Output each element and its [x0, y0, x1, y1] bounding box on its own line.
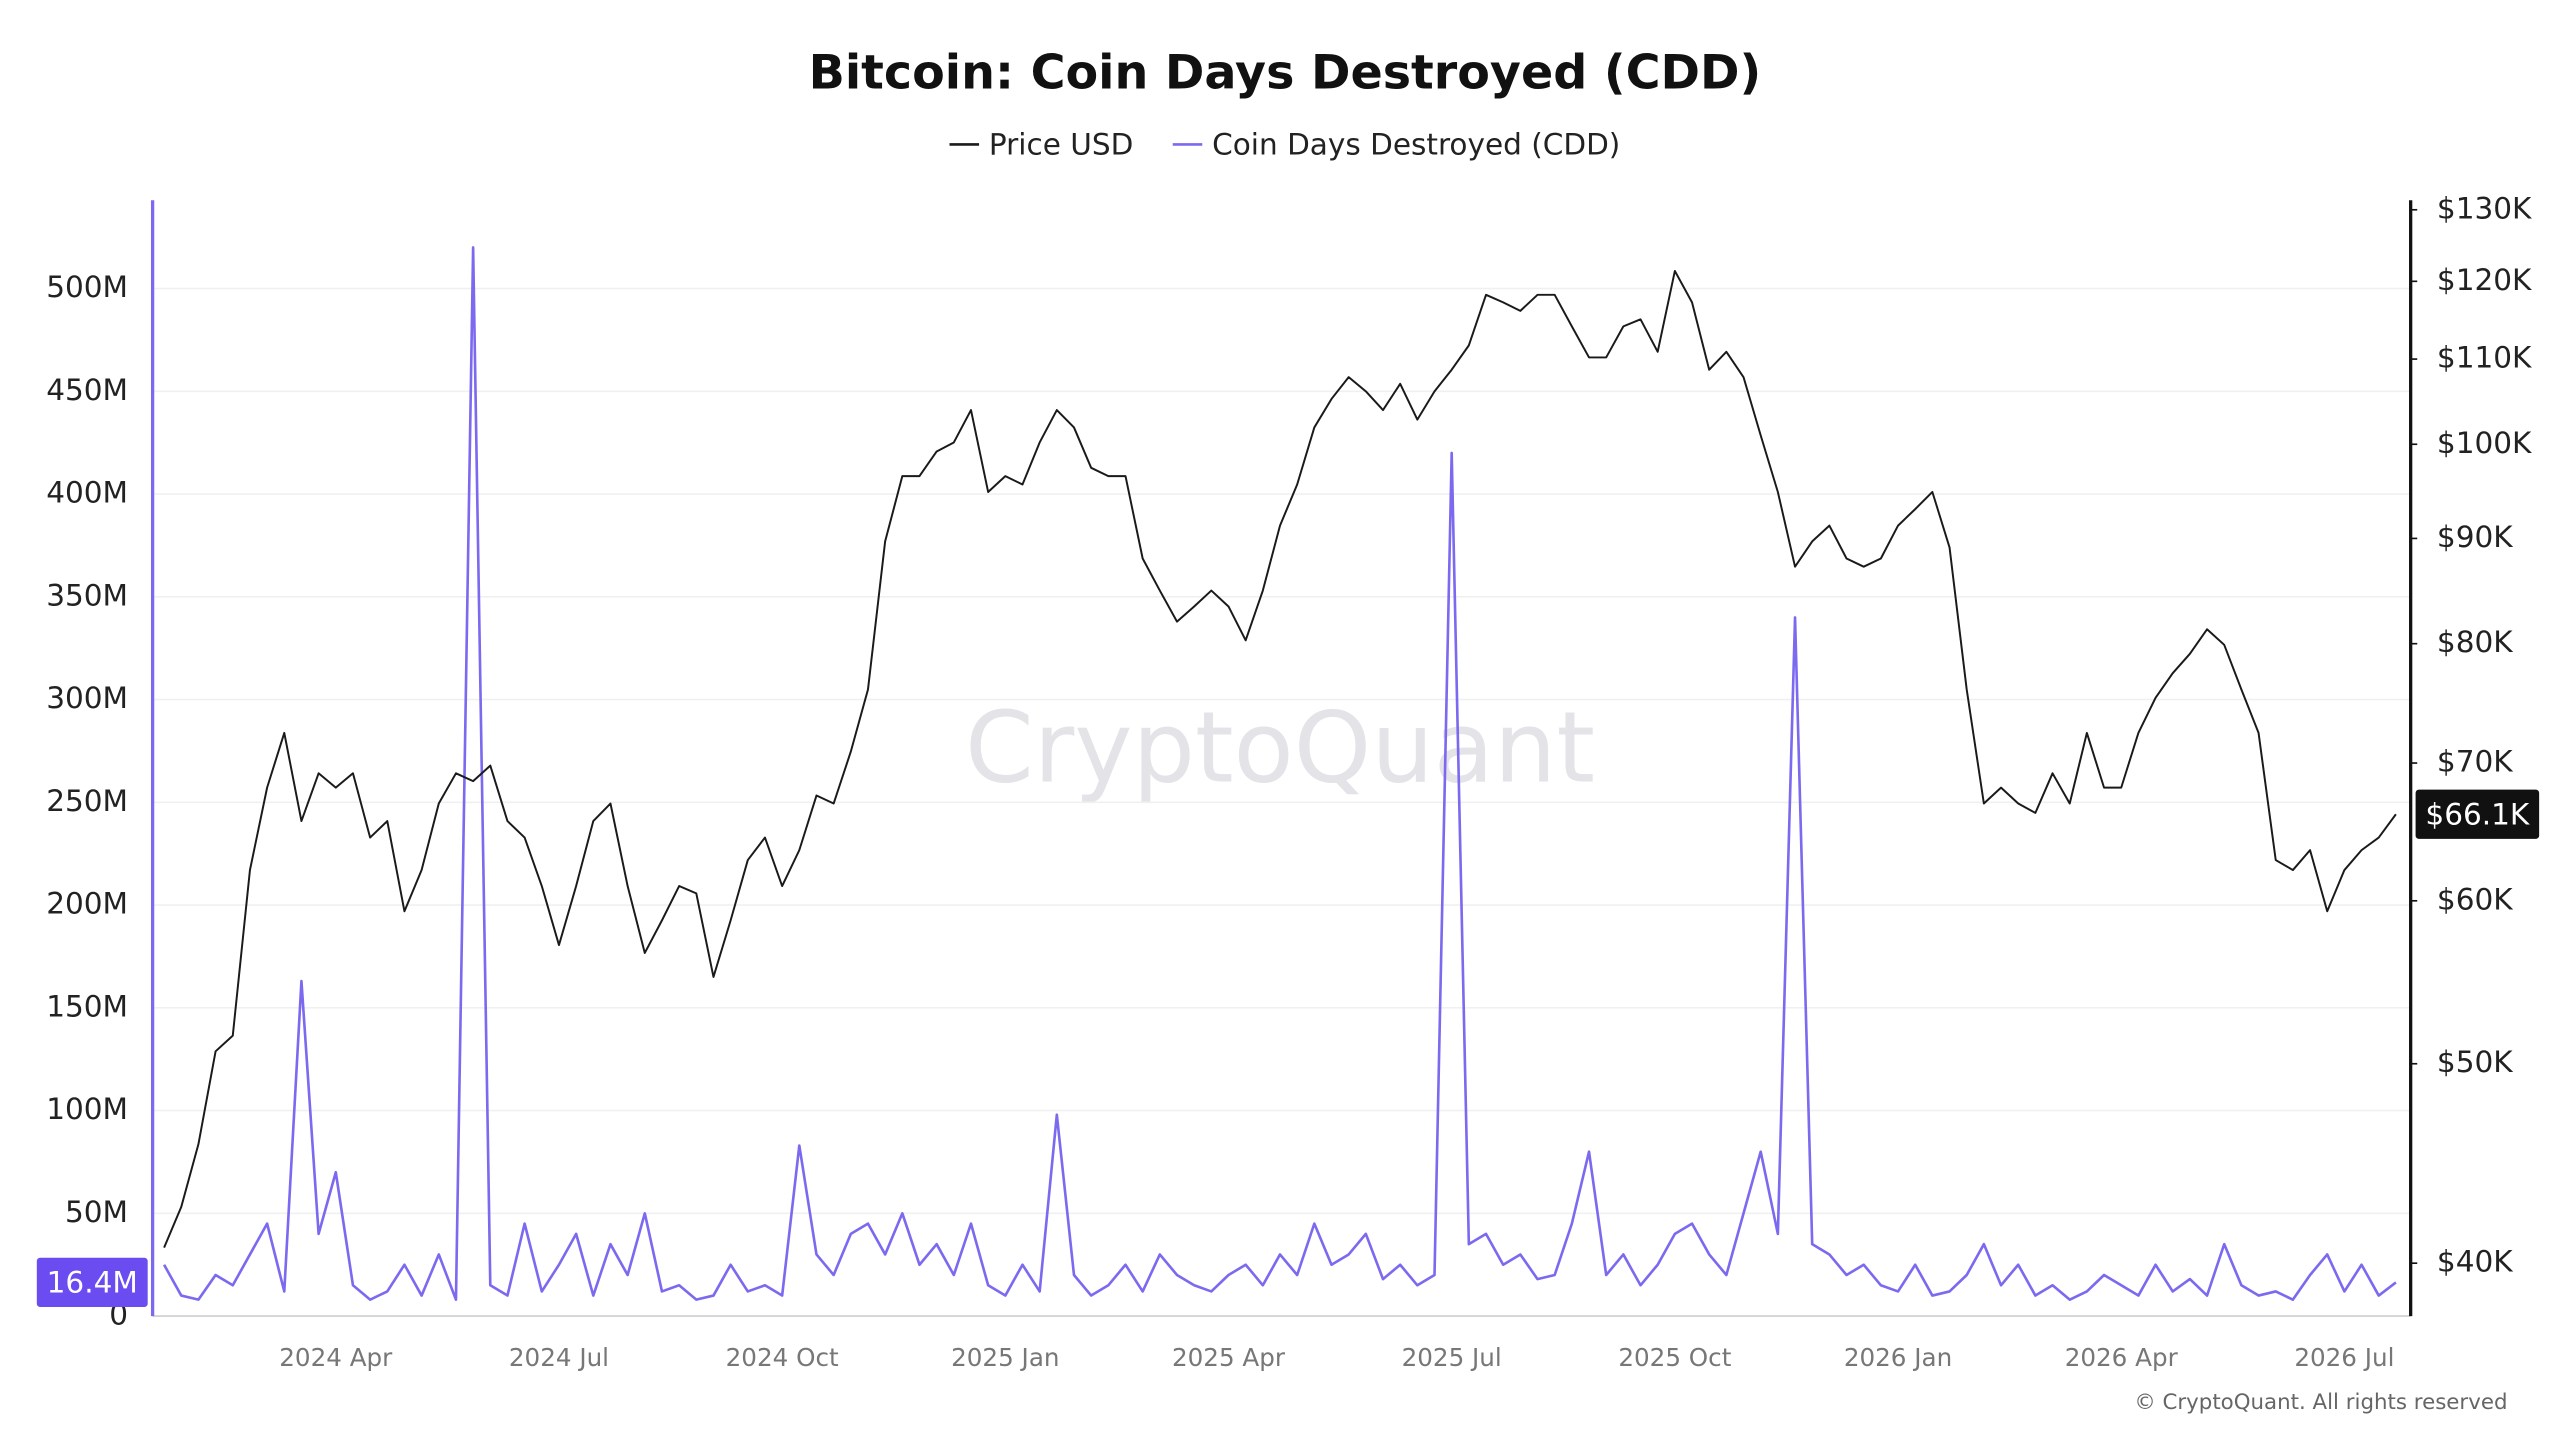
y-tick-label: 250M — [46, 784, 128, 818]
x-tick-label: 2025 Oct — [1618, 1343, 1731, 1372]
watermark: CryptoQuant — [965, 692, 1595, 806]
y2-tick-label: $130K — [2437, 191, 2532, 225]
value-badge — [2415, 789, 2540, 839]
y2-tick-label: $80K — [2437, 625, 2513, 659]
x-tick-label: 2025 Jul — [1402, 1343, 1502, 1372]
value-badge-label: $66.1K — [2425, 797, 2529, 831]
y-tick-label: 200M — [46, 887, 128, 921]
x-tick-label: 2024 Oct — [726, 1343, 839, 1372]
y2-tick-label: $60K — [2437, 882, 2513, 916]
x-tick-label: 2025 Apr — [1172, 1343, 1286, 1372]
y-tick-label: 450M — [46, 373, 128, 407]
x-tick-label: 2024 Jul — [509, 1343, 609, 1372]
y-tick-label: 400M — [46, 476, 128, 510]
y-tick-label: 300M — [46, 681, 128, 715]
series-line — [162, 246, 2397, 1301]
x-tick-label: 2025 Jan — [951, 1343, 1059, 1372]
y2-tick-label: $100K — [2437, 426, 2532, 460]
y-tick-label: 100M — [46, 1092, 128, 1126]
y2-tick-label: $70K — [2437, 745, 2513, 779]
y-tick-label: 150M — [46, 989, 128, 1023]
y2-tick-label: $50K — [2437, 1045, 2513, 1079]
y2-tick-label: $40K — [2437, 1245, 2513, 1279]
y2-tick-label: $120K — [2437, 263, 2532, 297]
x-tick-label: 2026 Jul — [2294, 1343, 2394, 1372]
y-tick-label: 50M — [65, 1195, 128, 1229]
y2-tick-label: $90K — [2437, 520, 2513, 554]
legend-label: Coin Days Destroyed (CDD) — [1212, 128, 1620, 162]
x-tick-label: 2026 Apr — [2065, 1343, 2179, 1372]
value-badge — [36, 1257, 148, 1308]
chart-title: Bitcoin: Coin Days Destroyed (CDD) — [809, 45, 1762, 100]
y2-tick-label: $110K — [2437, 341, 2532, 375]
value-badge-label: 16.4M — [47, 1266, 138, 1300]
x-tick-label: 2026 Jan — [1844, 1343, 1952, 1372]
y-tick-label: 500M — [46, 270, 128, 304]
series-line — [163, 269, 2397, 1249]
credit: © CryptoQuant. All rights reserved — [2134, 1390, 2507, 1415]
y-tick-label: 350M — [46, 578, 128, 612]
x-tick-label: 2024 Apr — [279, 1343, 393, 1372]
legend-label: Price USD — [989, 128, 1133, 162]
